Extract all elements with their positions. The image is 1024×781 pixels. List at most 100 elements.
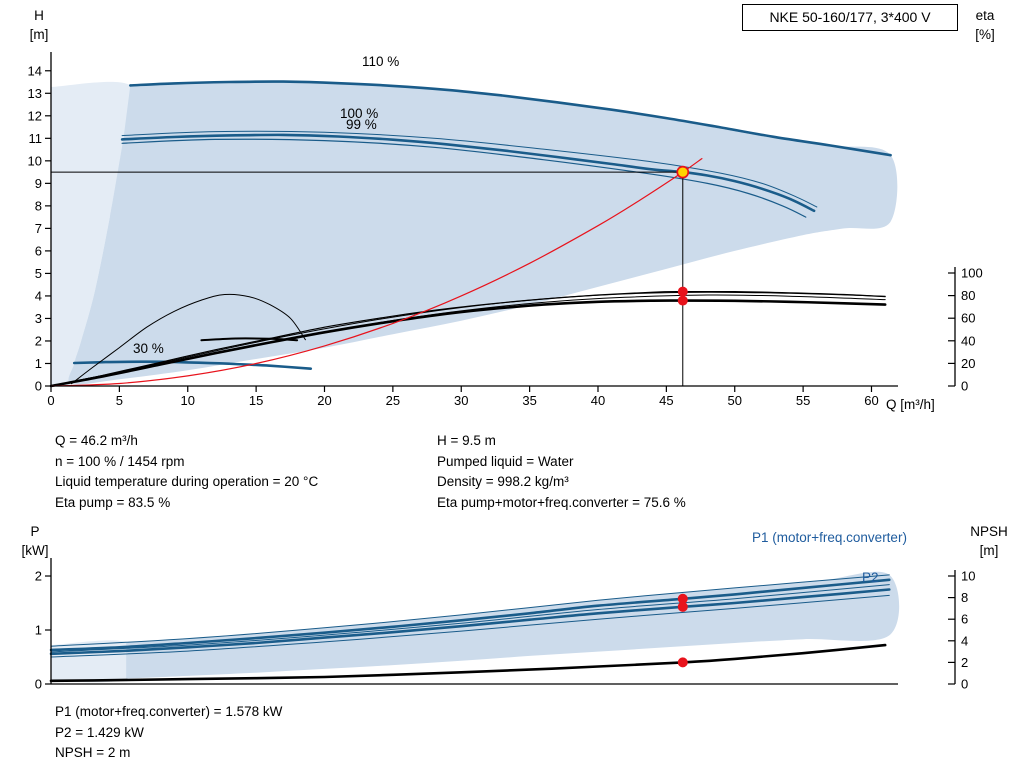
npsh-value-text: NPSH = 2 m [55, 745, 131, 761]
y-tick-label: 10 [28, 153, 42, 168]
p1-value-text: P1 (motor+freq.converter) = 1.578 kW [55, 704, 283, 719]
q-axis-label: Q [m³/h] [886, 397, 935, 412]
curve-p1 [49, 578, 891, 652]
y-tick-label: 2 [35, 333, 42, 348]
y-tick-label: 7 [35, 221, 42, 236]
p2-curve-label: P2 [862, 570, 879, 585]
npsh-axis-label: NPSH [m] [962, 522, 1016, 560]
density-text: Density = 998.2 kg/m³ [437, 474, 569, 490]
x-tick-label: 0 [47, 393, 54, 408]
h-axis-symbol: H [34, 8, 44, 23]
right-tick-label: 2 [961, 655, 968, 670]
x-tick-label: 55 [796, 393, 810, 408]
npsh-axis-unit: [m] [979, 543, 999, 558]
eta-pump-text: Eta pump = 83.5 % [55, 494, 171, 510]
eta-axis-symbol: eta [975, 8, 995, 23]
y-tick-label: 4 [35, 288, 42, 303]
right-tick-label: 6 [961, 612, 968, 627]
region-operating-envelope [68, 81, 898, 385]
info-bottom: P1 (motor+freq.converter) = 1.578 kW P2 … [55, 702, 282, 764]
x-tick-label: 35 [522, 393, 536, 408]
speed-100-label: 100 % [340, 106, 379, 121]
p2-point [677, 601, 688, 612]
pump-model-title: NKE 50-160/177, 3*400 V [742, 4, 958, 31]
y-tick-label: 13 [28, 86, 42, 101]
y-tick-label: 12 [28, 108, 42, 123]
eta-total-text: Eta pump+motor+freq.converter = 75.6 % [437, 494, 686, 510]
y-tick-label: 1 [35, 356, 42, 371]
curve-speed-30 [72, 360, 313, 370]
y-tick-label: 8 [35, 198, 42, 213]
curve-p1-tol [50, 574, 890, 647]
curve-system-curve [50, 158, 703, 387]
curve-speed-110 [129, 80, 892, 157]
y-tick-label: 0 [35, 379, 42, 394]
y-tick-label: 0 [35, 677, 42, 692]
curve-p2 [49, 588, 891, 656]
x-tick-label: 40 [591, 393, 605, 408]
h-axis-label: H [m] [18, 6, 60, 44]
y-tick-label: 14 [28, 63, 42, 78]
eta-axis-label: eta [%] [964, 6, 1006, 44]
info-top-right: H = 9.5 m Pumped liquid = Water Density … [437, 431, 686, 513]
p1-point [677, 593, 688, 604]
y-tick-label: 1 [35, 623, 42, 638]
curve-speed-100-tol-upper [121, 130, 818, 208]
x-tick-label: 60 [864, 393, 878, 408]
x-tick-label: 5 [116, 393, 123, 408]
right-tick-label: 4 [961, 633, 968, 648]
npsh-axis-symbol: NPSH [970, 524, 1008, 539]
duty-flow-text: Q = 46.2 m³/h [55, 433, 138, 448]
eta-total-point [677, 295, 688, 306]
p1-curve-label: P1 (motor+freq.converter) [752, 530, 907, 545]
p-axis-symbol: P [30, 524, 40, 539]
right-tick-label: 60 [961, 311, 975, 326]
y-tick-label: 5 [35, 266, 42, 281]
speed-text: n = 100 % / 1454 rpm [55, 453, 185, 469]
h-axis-unit: [m] [29, 27, 49, 42]
x-tick-label: 10 [181, 393, 195, 408]
speed-110-label: 110 % [362, 54, 400, 69]
curve-eta-pump [50, 290, 886, 387]
pumped-liquid-text: Pumped liquid = Water [437, 453, 574, 469]
p-axis-label: P [kW] [12, 522, 58, 560]
eta-pump-point [677, 286, 688, 297]
speed-99-label: 99 % [346, 117, 377, 132]
curve-npsh [49, 643, 887, 683]
speed-30-label: 30 % [133, 341, 164, 356]
x-tick-label: 30 [454, 393, 468, 408]
y-tick-label: 2 [35, 569, 42, 584]
right-tick-label: 10 [961, 569, 975, 584]
liquid-temp-text: Liquid temperature during operation = 20… [55, 474, 319, 490]
curve-eta-pump-30 [71, 293, 306, 385]
curve-p-mid [50, 584, 890, 653]
duty-head-text: H = 9.5 m [437, 433, 496, 448]
p2-value-text: P2 = 1.429 kW [55, 724, 144, 740]
info-top-left: Q = 46.2 m³/h n = 100 % / 1454 rpm Liqui… [55, 431, 318, 513]
y-tick-label: 9 [35, 176, 42, 191]
npsh-point [677, 657, 688, 668]
x-tick-label: 20 [317, 393, 331, 408]
right-tick-label: 20 [961, 356, 975, 371]
x-tick-label: 25 [386, 393, 400, 408]
p-axis-unit: [kW] [21, 543, 49, 558]
curve-speed-100 [120, 133, 816, 213]
y-tick-label: 11 [29, 131, 43, 146]
y-tick-label: 6 [35, 243, 42, 258]
curve-p2-tol [50, 594, 890, 658]
y-tick-label: 3 [35, 311, 42, 326]
region-operating-envelope-light [51, 81, 135, 386]
duty-point [676, 165, 690, 179]
power-npsh-chart: 0 1 2 0 2 4 6 8 10 [35, 558, 975, 692]
right-tick-label: 80 [961, 288, 975, 303]
curve-speed-99 [121, 138, 807, 218]
right-tick-label: 40 [961, 333, 975, 348]
right-tick-label: 0 [961, 677, 968, 692]
right-tick-label: 8 [961, 590, 968, 605]
x-tick-label: 50 [728, 393, 742, 408]
region-power-band [126, 571, 900, 679]
x-tick-label: 15 [249, 393, 263, 408]
